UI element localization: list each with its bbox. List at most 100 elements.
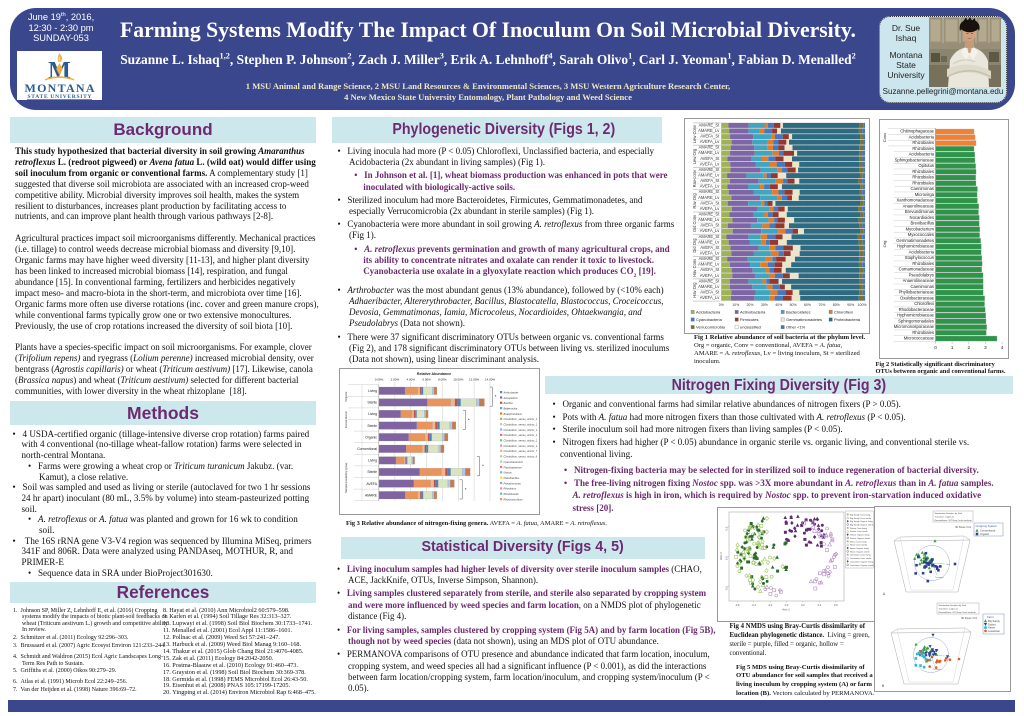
- svg-text:MONTANA: MONTANA: [25, 81, 95, 95]
- svg-text:Microvirga: Microvirga: [915, 192, 935, 197]
- svg-text:Sterile: Sterile: [367, 401, 377, 405]
- svg-text:0.2: 0.2: [801, 603, 805, 607]
- svg-text:Havre Conv sterile: Havre Conv sterile: [850, 544, 868, 547]
- svg-text:AMARE_St: AMARE_St: [699, 278, 721, 283]
- svg-text:Standardise Samples by Total: Standardise Samples by Total: [939, 604, 967, 607]
- svg-text:2.00%: 2.00%: [391, 378, 400, 382]
- svg-text:0.0: 0.0: [785, 603, 789, 607]
- svg-text:Havre Organic living: Havre Organic living: [850, 547, 870, 550]
- svg-text:Big Sandy Conv living: Big Sandy Conv living: [850, 515, 871, 517]
- svg-text:AMARE_St: AMARE_St: [699, 167, 721, 172]
- svg-text:AMARE: AMARE: [365, 493, 378, 497]
- svg-text:80%: 80%: [833, 303, 840, 307]
- svg-text:Rhizobiales: Rhizobiales: [912, 175, 934, 180]
- svg-text:Acidobacteria: Acidobacteria: [696, 309, 721, 314]
- svg-text:AVEFA_St: AVEFA_St: [700, 156, 720, 161]
- svg-text:Taxa: Taxa: [946, 656, 951, 658]
- svg-text:Beijerinckia: Beijerinckia: [504, 406, 518, 410]
- svg-text:AMARE_St: AMARE_St: [699, 212, 721, 217]
- svg-text:Clostridium_sensu_stricto_18: Clostridium_sensu_stricto_18: [504, 433, 538, 437]
- svg-text:unclassified: unclassified: [740, 325, 761, 330]
- svg-text:Rhizobiales: Rhizobiales: [912, 146, 934, 151]
- svg-text:Flavobacterium: Flavobacterium: [504, 465, 523, 469]
- svg-text:Comamonadaceae: Comamonadaceae: [899, 267, 935, 272]
- svg-text:Rhizobiales: Rhizobiales: [912, 261, 934, 266]
- svg-text:Clostridium_sensu_stricto_2: Clostridium_sensu_stricto_2: [504, 439, 538, 443]
- svg-text:Rhizobiales: Rhizobiales: [912, 330, 934, 335]
- svg-text:AVEFA_Lv: AVEFA_Lv: [700, 161, 720, 166]
- svg-text:*: *: [465, 487, 467, 492]
- svg-text:Did Conv: Did Conv: [692, 214, 697, 232]
- svg-text:Cropping System: Cropping System: [976, 524, 998, 528]
- svg-text:Conv: Conv: [882, 133, 887, 142]
- svg-text:AVEFA_Lv: AVEFA_Lv: [700, 139, 720, 144]
- svg-text:90%: 90%: [847, 303, 854, 307]
- svg-text:Big Sandy Organic living: Big Sandy Organic living: [850, 520, 873, 523]
- svg-text:Conventional: Conventional: [357, 447, 377, 451]
- svg-text:AVEFA_St: AVEFA_St: [700, 267, 720, 272]
- svg-text:AVEFA_St: AVEFA_St: [700, 245, 720, 250]
- svg-text:4.00%: 4.00%: [406, 378, 415, 382]
- svg-text:0.00%: 0.00%: [375, 378, 384, 382]
- svg-text:Resemblance: S17 Bray Curtis s: Resemblance: S17 Bray Curtis similarity: [935, 519, 973, 522]
- svg-text:Organic: Organic: [365, 435, 377, 439]
- svg-text:Havre Conv living: Havre Conv living: [850, 540, 867, 543]
- svg-text:Rhodobacteraceae: Rhodobacteraceae: [899, 307, 935, 312]
- svg-text:Opitutus: Opitutus: [918, 163, 934, 168]
- svg-text:Organic: Organic: [980, 532, 990, 536]
- svg-text:AMARE_Lv: AMARE_Lv: [698, 195, 720, 200]
- svg-text:Brevibacillus: Brevibacillus: [910, 221, 934, 226]
- svg-text:AVEFA_St: AVEFA_St: [700, 178, 720, 183]
- svg-text:Clostridium_sensu_stricto_8: Clostridium_sensu_stricto_8: [504, 455, 538, 459]
- svg-text:Lewistown Conv sterile: Lewistown Conv sterile: [850, 557, 872, 560]
- svg-text:AVEFA_St: AVEFA_St: [700, 223, 720, 228]
- svg-text:Lew Org: Lew Org: [692, 148, 697, 164]
- svg-text:Cyanobacteria: Cyanobacteria: [696, 317, 723, 322]
- svg-text:Hav Org: Hav Org: [692, 282, 697, 298]
- svg-text:0: 0: [934, 345, 937, 350]
- svg-text:Axis 1: Axis 1: [782, 608, 790, 612]
- svg-text:1: 1: [951, 345, 954, 350]
- svg-text:Staphylococcus: Staphylococcus: [905, 255, 934, 260]
- svg-text:Resemblance: S17 Bray Curtis s: Resemblance: S17 Bray Curtis similarity: [939, 611, 977, 614]
- svg-text:Dutton Conv sterile: Dutton Conv sterile: [850, 530, 869, 533]
- svg-text:-0.2: -0.2: [768, 603, 773, 607]
- svg-text:AMARE_Lv: AMARE_Lv: [698, 128, 720, 133]
- svg-text:Axis 2: Axis 2: [719, 552, 723, 560]
- svg-text:Chitinophagaceae: Chitinophagaceae: [900, 129, 934, 134]
- svg-text:B: B: [882, 684, 884, 688]
- svg-text:AMARE_Lv: AMARE_Lv: [698, 262, 720, 267]
- svg-text:Living: Living: [368, 389, 377, 393]
- svg-text:4: 4: [1001, 345, 1004, 350]
- svg-text:Azospirillum: Azospirillum: [503, 396, 519, 400]
- svg-text:0.4: 0.4: [818, 603, 822, 607]
- svg-text:Havre: Havre: [988, 626, 995, 630]
- svg-text:AMARE_Lv: AMARE_Lv: [698, 239, 720, 244]
- svg-text:50%: 50%: [790, 303, 797, 307]
- svg-text:40%: 40%: [775, 303, 782, 307]
- svg-text:Gemmatimonadetes: Gemmatimonadetes: [786, 317, 822, 322]
- svg-text:Firmicutes: Firmicutes: [740, 317, 758, 322]
- svg-text:*: *: [495, 394, 497, 399]
- svg-text:*: *: [468, 417, 470, 422]
- svg-text:*: *: [482, 464, 484, 469]
- svg-text:Living: Living: [368, 459, 377, 463]
- svg-text:3D Stress: 0.01: 3D Stress: 0.01: [961, 617, 978, 620]
- svg-text:Havre Organic sterile: Havre Organic sterile: [850, 550, 870, 553]
- svg-text:Big Sandy: Big Sandy: [988, 619, 1001, 623]
- svg-text:Technique: Technique: [935, 577, 944, 579]
- svg-text:Acidobacteria: Acidobacteria: [909, 152, 935, 157]
- svg-text:2: 2: [968, 345, 971, 350]
- svg-text:Standardise Samples by Total: Standardise Samples by Total: [935, 512, 963, 515]
- svg-text:Rhizobiales: Rhizobiales: [912, 169, 934, 174]
- svg-text:0.0: 0.0: [725, 556, 729, 560]
- svg-text:Hyphomicrobiaceae: Hyphomicrobiaceae: [897, 313, 935, 318]
- svg-text:Chloroflexi: Chloroflexi: [914, 301, 934, 306]
- svg-text:Conventional: Conventional: [980, 528, 996, 532]
- svg-text:Acidobacteria: Acidobacteria: [909, 249, 935, 254]
- svg-text:Rav Org: Rav Org: [692, 193, 697, 209]
- svg-text:Caenimonas: Caenimonas: [910, 284, 934, 289]
- svg-text:Technique: Technique: [933, 669, 942, 671]
- svg-text:Caenimonas: Caenimonas: [910, 186, 934, 191]
- svg-text:Dutton Conv living: Dutton Conv living: [850, 527, 868, 530]
